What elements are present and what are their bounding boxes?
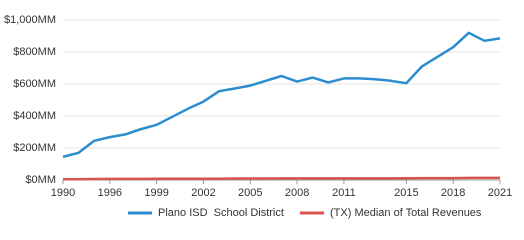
y-tick-label: $1,000MM [4,14,56,26]
x-tick-label: 2005 [238,187,262,199]
y-tick-label: $800MM [13,46,56,58]
chart: $0MM $200MM $400MM $600MM $800MM $1,000MM 1990… [4,14,512,219]
legend-label: (TX) Median of Total Revenues [330,207,482,219]
x-tick-label: 1999 [144,187,168,199]
y-tick-label: $600MM [13,78,56,90]
y-tick-label: $200MM [13,142,56,154]
x-tick-label: 2018 [441,187,465,199]
x-tick-label: 2008 [285,187,309,199]
x-tick-label: 1990 [51,187,75,199]
x-tick-label: 1996 [98,187,122,199]
x-tick-label: 2002 [191,187,215,199]
x-tick-label: 2011 [332,187,356,199]
x-tick-label: 2021 [488,187,512,199]
legend-label: Plano ISD School District [158,207,284,219]
series-line [62,31,501,159]
y-tick-label: $0MM [25,174,56,186]
x-tick-label: 2015 [394,187,418,199]
y-tick-label: $400MM [13,110,56,122]
series-line [63,176,500,181]
